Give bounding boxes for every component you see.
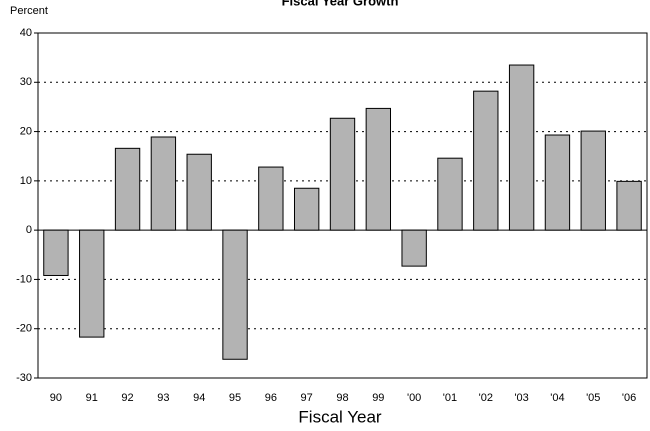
x-tick-label: '06 xyxy=(622,392,636,404)
x-tick-label: 96 xyxy=(265,392,277,404)
bar xyxy=(186,153,212,231)
x-tick-label: 99 xyxy=(372,392,384,404)
bar xyxy=(329,117,356,231)
x-tick-label: 94 xyxy=(193,392,205,404)
y-tick-label: 30 xyxy=(20,76,32,88)
x-tick-label: 98 xyxy=(336,392,348,404)
x-tick-label: 97 xyxy=(301,392,313,404)
bar xyxy=(365,107,392,231)
y-axis-label: Percent xyxy=(10,5,48,17)
x-axis-label: Fiscal Year xyxy=(298,407,381,426)
y-tick-label: -10 xyxy=(16,273,32,285)
x-tick-label: 93 xyxy=(157,392,169,404)
bar xyxy=(150,136,177,231)
bar xyxy=(401,229,427,267)
bar xyxy=(473,90,499,231)
y-tick-label: 40 xyxy=(20,27,32,39)
plot-frame xyxy=(37,32,648,379)
x-tick-label: '03 xyxy=(514,392,528,404)
x-tick-label: '00 xyxy=(407,392,421,404)
bar xyxy=(544,134,571,231)
bar xyxy=(616,180,642,231)
bar xyxy=(580,130,606,231)
x-tick-label: 91 xyxy=(86,392,98,404)
bar xyxy=(79,229,105,338)
bar xyxy=(43,229,69,276)
bar xyxy=(293,187,320,231)
x-tick-label: 95 xyxy=(229,392,241,404)
y-tick-label: 10 xyxy=(20,175,32,187)
x-tick-label: 90 xyxy=(50,392,62,404)
x-tick-label: 92 xyxy=(121,392,133,404)
bar xyxy=(114,147,141,231)
y-tick-label: 20 xyxy=(20,125,32,137)
y-tick-label: -20 xyxy=(16,323,32,335)
bar xyxy=(437,157,463,231)
x-tick-label: '02 xyxy=(479,392,493,404)
bar xyxy=(508,64,535,231)
chart-title: Fiscal Year Growth xyxy=(282,0,399,8)
y-tick-label: 0 xyxy=(26,224,32,236)
x-tick-label: '01 xyxy=(443,392,457,404)
bar xyxy=(222,229,248,360)
bar xyxy=(258,166,284,231)
x-tick-label: '04 xyxy=(550,392,564,404)
y-tick-label: -30 xyxy=(16,372,32,384)
x-tick-label: '05 xyxy=(586,392,600,404)
